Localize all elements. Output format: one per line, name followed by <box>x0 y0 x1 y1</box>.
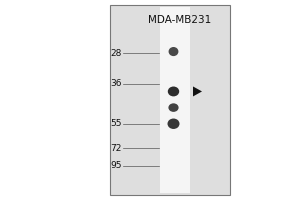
Text: 36: 36 <box>110 79 122 88</box>
Text: 55: 55 <box>110 119 122 128</box>
Text: 95: 95 <box>110 161 122 170</box>
Ellipse shape <box>167 119 179 129</box>
Ellipse shape <box>168 87 179 96</box>
Ellipse shape <box>168 103 178 112</box>
Text: 72: 72 <box>111 144 122 153</box>
Bar <box>110 5 230 195</box>
Text: 28: 28 <box>111 49 122 58</box>
Polygon shape <box>193 86 202 96</box>
Bar <box>160 7 190 193</box>
Ellipse shape <box>169 47 178 56</box>
Text: MDA-MB231: MDA-MB231 <box>148 15 212 25</box>
